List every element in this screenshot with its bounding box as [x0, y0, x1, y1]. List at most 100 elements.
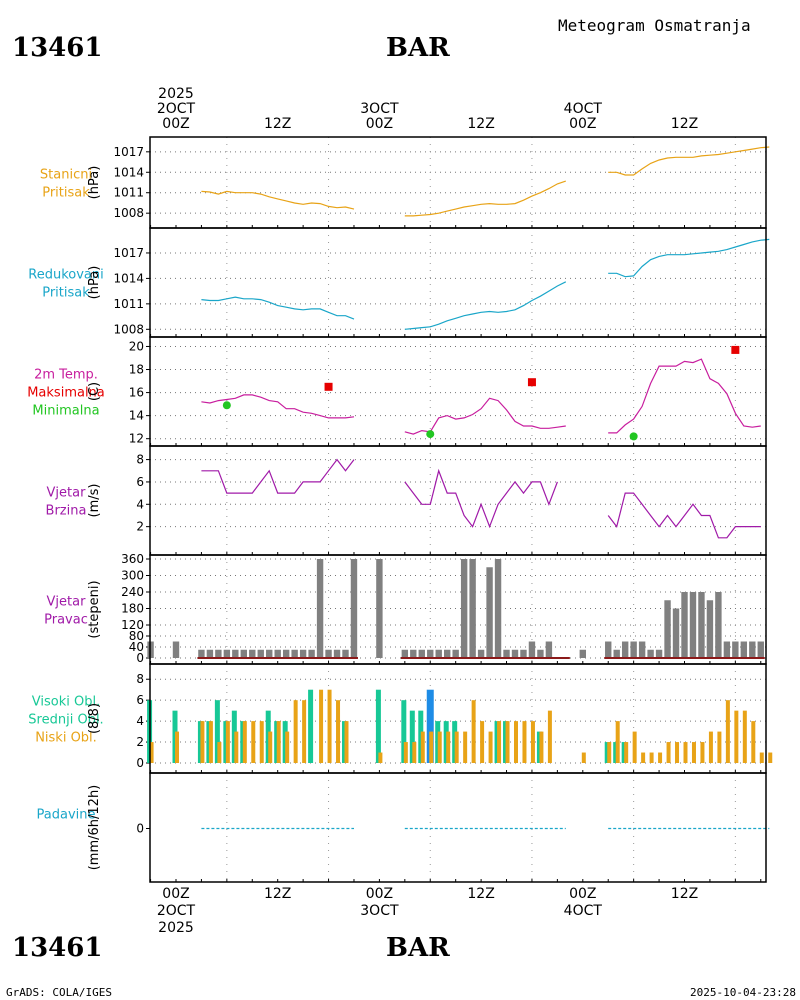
- low-cloud-bar: [149, 742, 154, 763]
- low-cloud-bar: [285, 731, 290, 763]
- time-label-bottom: 00Z: [366, 886, 393, 902]
- low-cloud-bar: [649, 752, 654, 763]
- low-cloud-bar: [708, 731, 713, 763]
- wind-direction-bar: [494, 559, 502, 658]
- wind-direction-bar: [342, 649, 349, 658]
- panel-frame: [149, 772, 767, 883]
- station-id-bottom: 13461: [12, 933, 102, 963]
- station-name-top: BAR: [386, 33, 450, 63]
- panel-label-line: Pritisak: [42, 186, 90, 201]
- series-line: [608, 358, 761, 434]
- wind-direction-bar: [452, 649, 459, 658]
- min-temp-marker: [222, 401, 231, 410]
- panel-label-line: Pravac: [44, 613, 88, 628]
- time-label-bottom: 00Z: [162, 886, 189, 902]
- wind-direction-bar: [681, 592, 688, 658]
- series-line: [201, 394, 355, 419]
- wind-direction-bar: [655, 649, 663, 658]
- min-temp-marker: [629, 432, 638, 441]
- station-name-bottom: BAR: [386, 933, 450, 963]
- wind-direction-bar: [647, 649, 654, 658]
- low-cloud-bar: [463, 731, 468, 763]
- low-cloud-bar: [302, 700, 307, 763]
- wind-direction-bar: [410, 649, 417, 658]
- series-line: [201, 190, 355, 210]
- time-label-top: 12Z: [671, 116, 698, 132]
- wind-direction-bar: [232, 649, 239, 658]
- wind-direction-bar: [740, 641, 748, 658]
- time-label-bottom: 2025: [158, 920, 194, 936]
- max-temp-marker: [324, 382, 333, 391]
- low-cloud-bar: [505, 721, 510, 763]
- low-cloud-bar: [429, 731, 434, 763]
- y-tick-label: 6: [136, 693, 144, 707]
- panel-2: 12 14 16 18 20 2m Temp. Maksimalna Minimalna (C): [27, 336, 767, 447]
- wind-direction-bar: [308, 649, 315, 658]
- series-line: [608, 238, 770, 278]
- low-cloud-bar: [632, 731, 637, 763]
- low-cloud-bar: [497, 721, 502, 763]
- wind-direction-bar: [528, 641, 536, 658]
- time-label-bottom: 2OCT: [157, 903, 196, 919]
- y-tick-label: 300: [121, 569, 144, 583]
- series-line: [201, 296, 355, 320]
- y-tick-label: 6: [136, 475, 144, 489]
- low-cloud-bar: [615, 721, 620, 763]
- low-cloud-bar: [530, 721, 535, 763]
- wind-direction-bar: [266, 649, 273, 658]
- wind-direction-bar: [350, 559, 358, 658]
- time-label-top: 00Z: [366, 116, 393, 132]
- low-cloud-bar: [471, 700, 476, 763]
- y-tick-label: 1014: [113, 271, 144, 285]
- low-cloud-bar: [200, 721, 205, 763]
- panel-label-line: Brzina: [46, 504, 87, 519]
- low-cloud-bar: [700, 742, 705, 763]
- low-cloud-bar: [217, 742, 222, 763]
- wind-direction-bar: [715, 592, 722, 658]
- panel-unit-label: (hPa): [87, 166, 102, 200]
- low-cloud-bar: [734, 710, 739, 763]
- low-cloud-bar: [539, 731, 544, 763]
- wind-direction-bar: [172, 641, 180, 658]
- wind-direction-bar: [325, 649, 332, 658]
- y-tick-label: 12: [129, 432, 144, 446]
- low-cloud-bar: [208, 721, 213, 763]
- low-cloud-bar: [607, 742, 612, 763]
- panel-frame: [149, 336, 767, 447]
- wind-direction-bar: [427, 649, 434, 658]
- low-cloud-bar: [446, 731, 451, 763]
- wind-direction-bar: [240, 649, 247, 658]
- low-cloud-bar: [751, 721, 756, 763]
- y-tick-label: 180: [121, 602, 144, 616]
- series-line: [607, 492, 761, 539]
- panel-label-line: Padavine: [37, 808, 96, 823]
- grads-credit: GrADS: COLA/IGES: [6, 986, 112, 999]
- low-cloud-bar: [319, 689, 324, 763]
- panel-unit-label: (hPa): [87, 266, 102, 300]
- wind-direction-bar: [477, 649, 485, 658]
- wind-direction-bar: [638, 641, 646, 658]
- wind-direction-bar: [249, 649, 256, 658]
- y-tick-label: 18: [129, 363, 144, 377]
- series-line: [608, 146, 770, 176]
- panel-unit-label: (mm/6h/12h): [87, 785, 102, 871]
- wind-direction-bar: [621, 641, 629, 658]
- low-cloud-bar: [437, 731, 442, 763]
- meteogram-title: Meteogram Osmatranja: [558, 16, 751, 35]
- panel-1: 1008 1011 1014 1017 Redukovani Pritisak(hPa): [28, 227, 770, 338]
- wind-direction-bar: [257, 649, 264, 658]
- time-label-top: 4OCT: [564, 101, 603, 117]
- y-tick-label: 360: [121, 552, 144, 566]
- y-tick-label: 8: [136, 672, 144, 686]
- series-line: [404, 281, 567, 330]
- y-tick-label: 1017: [113, 246, 144, 260]
- time-label-bottom: 00Z: [569, 886, 596, 902]
- y-tick-label: 0: [136, 651, 144, 665]
- wind-direction-bar: [520, 649, 527, 658]
- station-id-top: 13461: [12, 33, 102, 63]
- series-line: [404, 397, 566, 435]
